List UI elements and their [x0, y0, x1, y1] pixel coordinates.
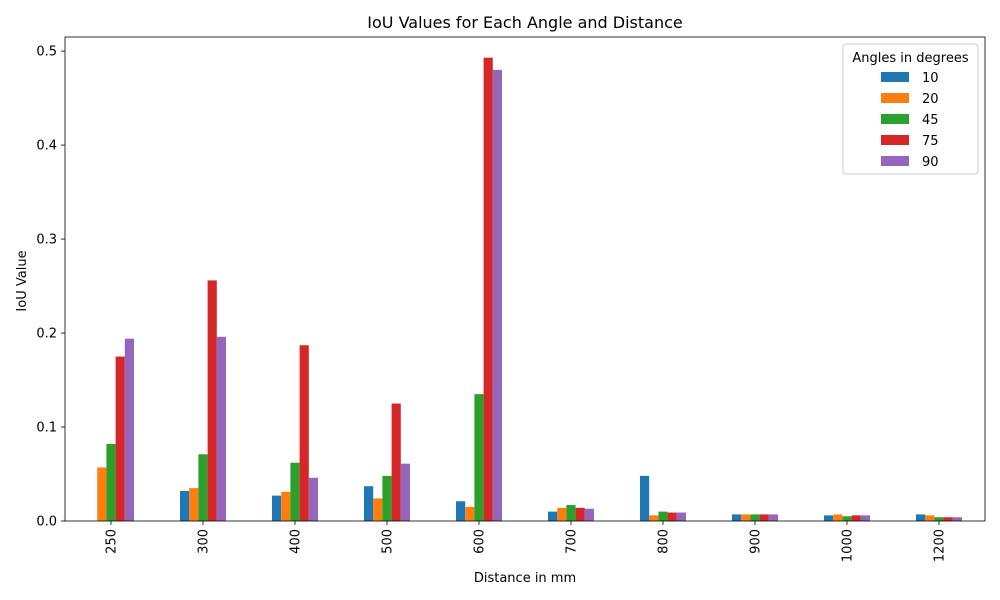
bar-75-500 — [391, 403, 401, 521]
x-tick-label: 1200 — [933, 529, 948, 562]
bar-10-1200 — [916, 514, 926, 521]
legend-swatch-10 — [881, 72, 909, 82]
y-tick-label: 0.3 — [36, 233, 57, 248]
x-tick-label: 250 — [105, 529, 120, 554]
bar-45-800 — [658, 511, 668, 521]
legend-entry-90: 90 — [922, 155, 939, 170]
y-tick-label: 0.1 — [36, 421, 57, 436]
bar-90-400 — [308, 477, 318, 521]
legend-entry-75: 75 — [922, 134, 939, 149]
x-tick-label: 300 — [197, 529, 212, 554]
bar-90-300 — [216, 336, 226, 521]
y-tick-label: 0.5 — [36, 45, 57, 60]
bar-75-700 — [575, 507, 585, 521]
x-tick-label: 900 — [749, 529, 764, 554]
bar-10-600 — [456, 501, 466, 521]
bar-20-400 — [281, 491, 291, 521]
bar-20-600 — [465, 506, 475, 521]
bar-10-800 — [640, 475, 650, 521]
bar-75-1000 — [851, 515, 861, 521]
x-tick-label: 1000 — [841, 529, 856, 562]
bar-10-1000 — [824, 515, 834, 521]
chart-title: IoU Values for Each Angle and Distance — [367, 13, 682, 32]
legend-swatch-20 — [881, 93, 909, 103]
bar-10-700 — [548, 511, 558, 521]
bar-20-500 — [373, 498, 383, 521]
axes-group: 0.0 0.1 0.2 0.3 0.4 0.5 250 300 400 500 600 700 800 9… — [36, 36, 986, 562]
bar-20-900 — [741, 514, 751, 521]
bar-75-1200 — [943, 517, 953, 521]
legend: Angles in degrees 10 20 45 75 90 — [842, 43, 979, 175]
y-tick-label: 0.2 — [36, 327, 57, 342]
bars-group — [97, 57, 962, 522]
bar-45-1200 — [934, 517, 944, 521]
x-axis-label: Distance in mm — [474, 571, 576, 586]
bar-75-600 — [483, 57, 493, 522]
bar-75-800 — [667, 512, 677, 521]
bar-45-1000 — [842, 516, 852, 521]
bar-45-400 — [290, 462, 300, 521]
bar-45-500 — [382, 475, 392, 521]
bar-75-400 — [299, 345, 309, 521]
y-tick-label: 0.4 — [36, 139, 57, 154]
bar-90-600 — [492, 69, 502, 522]
bar-75-300 — [207, 280, 217, 521]
bar-45-900 — [750, 514, 760, 521]
x-tick-label: 500 — [381, 529, 396, 554]
x-tick-label: 700 — [565, 529, 580, 554]
bar-20-300 — [189, 488, 199, 521]
legend-swatch-45 — [881, 114, 909, 124]
bar-90-700 — [584, 508, 594, 521]
bar-20-1000 — [833, 514, 843, 521]
legend-swatch-90 — [881, 156, 909, 166]
x-tick-label: 600 — [473, 529, 488, 554]
bar-10-500 — [364, 486, 374, 521]
bar-45-600 — [474, 394, 484, 521]
bar-90-250 — [124, 338, 134, 521]
bar-10-400 — [272, 495, 282, 521]
legend-entry-10: 10 — [922, 71, 939, 86]
bar-90-1000 — [860, 515, 870, 521]
legend-entry-20: 20 — [922, 92, 939, 107]
bar-10-300 — [180, 490, 190, 521]
plot-frame — [64, 36, 986, 522]
legend-swatch-75 — [881, 135, 909, 145]
bar-20-250 — [97, 467, 107, 521]
x-tick-label: 800 — [657, 529, 672, 554]
bar-45-250 — [106, 443, 116, 521]
bar-20-1200 — [925, 515, 935, 521]
y-tick-label: 0.0 — [36, 515, 57, 530]
bar-45-700 — [566, 505, 576, 521]
bar-90-500 — [400, 463, 410, 521]
bar-75-250 — [115, 356, 125, 521]
legend-entry-45: 45 — [922, 113, 939, 128]
bar-20-700 — [557, 507, 567, 521]
bar-90-1200 — [952, 517, 962, 521]
y-axis-label: IoU Value — [15, 250, 30, 311]
legend-title: Angles in degrees — [852, 51, 968, 66]
x-tick-label: 400 — [289, 529, 304, 554]
legend-box — [842, 43, 979, 175]
bar-90-900 — [768, 514, 778, 521]
bar-75-900 — [759, 514, 769, 521]
bar-45-300 — [198, 454, 208, 521]
bar-90-800 — [676, 512, 686, 521]
bar-20-800 — [649, 515, 659, 521]
bar-10-900 — [732, 514, 742, 521]
